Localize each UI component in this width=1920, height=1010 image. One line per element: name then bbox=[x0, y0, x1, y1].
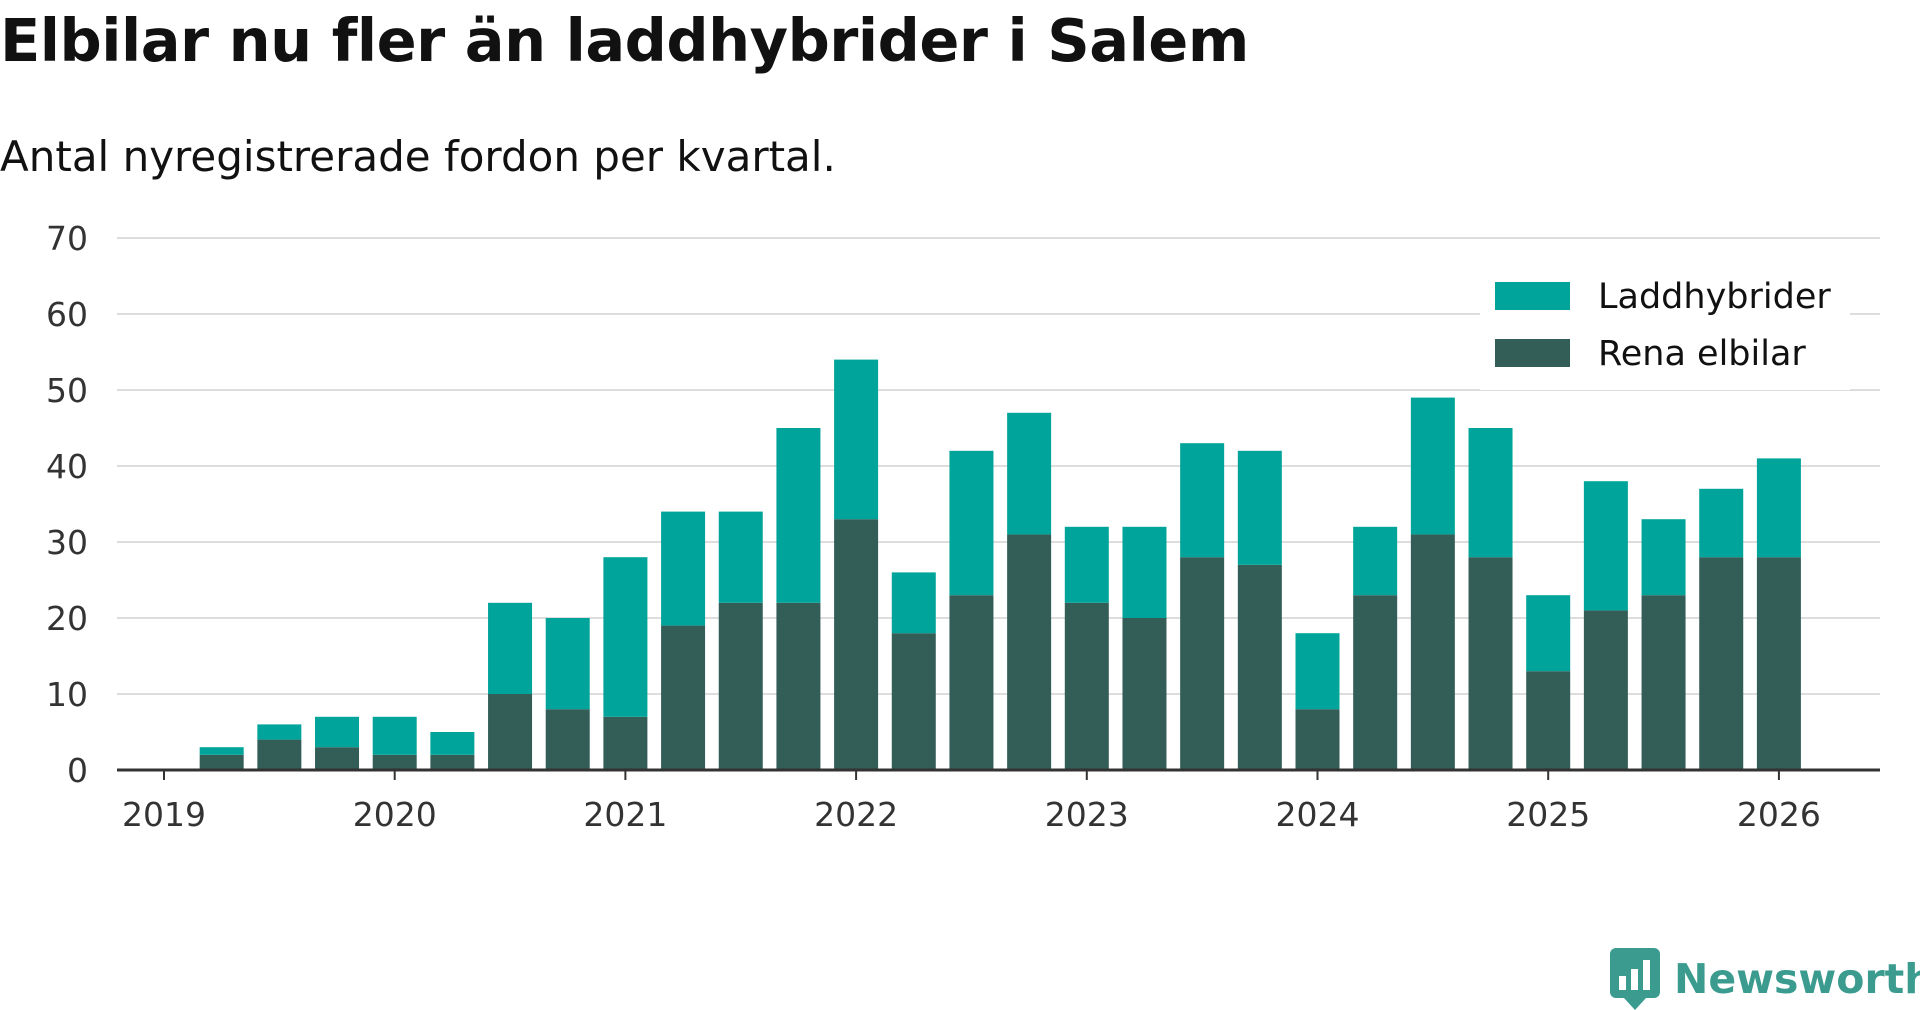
bar-laddhybrider-6 bbox=[488, 602, 533, 694]
bar-rena-elbilar-11 bbox=[776, 602, 821, 770]
bar-rena-elbilar-7 bbox=[545, 709, 590, 770]
y-tick-label-70: 70 bbox=[46, 219, 88, 258]
newsworthy-logo: Newsworthy bbox=[1610, 948, 1920, 1010]
x-tick-label-2021: 2021 bbox=[583, 795, 667, 834]
bar-rena-elbilar-17 bbox=[1122, 618, 1167, 770]
bar-rena-elbilar-27 bbox=[1699, 557, 1744, 770]
bar-laddhybrider-5 bbox=[430, 732, 475, 755]
x-tick-label-2022: 2022 bbox=[814, 795, 898, 834]
bar-laddhybrider-8 bbox=[603, 557, 648, 717]
bar-rena-elbilar-4 bbox=[372, 754, 417, 770]
legend-swatch-rena-elbilar bbox=[1495, 339, 1570, 367]
bar-rena-elbilar-1 bbox=[199, 754, 244, 770]
legend-swatch-laddhybrider bbox=[1495, 282, 1570, 310]
bar-rena-elbilar-5 bbox=[430, 754, 475, 770]
bar-laddhybrider-25 bbox=[1583, 481, 1628, 611]
y-tick-label-10: 10 bbox=[46, 675, 88, 714]
bar-laddhybrider-28 bbox=[1756, 458, 1801, 558]
bar-rena-elbilar-2 bbox=[257, 739, 302, 770]
bar-laddhybrider-7 bbox=[545, 618, 590, 710]
x-tick-label-2019: 2019 bbox=[122, 795, 206, 834]
bar-laddhybrider-13 bbox=[891, 572, 936, 634]
newsworthy-logo-text: Newsworthy bbox=[1674, 955, 1920, 1003]
bar-rena-elbilar-10 bbox=[718, 602, 763, 770]
bar-laddhybrider-18 bbox=[1180, 443, 1225, 558]
x-tick-label-2024: 2024 bbox=[1276, 795, 1360, 834]
y-tick-label-30: 30 bbox=[46, 523, 88, 562]
bar-rena-elbilar-25 bbox=[1583, 610, 1628, 770]
legend-label-rena-elbilar: Rena elbilar bbox=[1598, 334, 1806, 374]
bar-rena-elbilar-20 bbox=[1295, 709, 1340, 770]
bar-rena-elbilar-8 bbox=[603, 716, 648, 770]
bar-rena-elbilar-14 bbox=[949, 595, 994, 770]
bar-laddhybrider-3 bbox=[315, 716, 360, 748]
bar-rena-elbilar-23 bbox=[1468, 557, 1513, 770]
bar-rena-elbilar-6 bbox=[488, 694, 533, 770]
bar-rena-elbilar-9 bbox=[661, 625, 706, 770]
bar-rena-elbilar-21 bbox=[1353, 595, 1398, 770]
bar-laddhybrider-27 bbox=[1699, 488, 1744, 558]
bar-rena-elbilar-12 bbox=[834, 519, 879, 770]
bar-laddhybrider-22 bbox=[1410, 397, 1455, 535]
bar-laddhybrider-12 bbox=[834, 359, 879, 520]
bar-laddhybrider-15 bbox=[1007, 412, 1052, 535]
bar-rena-elbilar-16 bbox=[1064, 602, 1109, 770]
bar-rena-elbilar-18 bbox=[1180, 557, 1225, 770]
bar-laddhybrider-24 bbox=[1526, 595, 1571, 672]
bar-laddhybrider-26 bbox=[1641, 519, 1686, 596]
newsworthy-logo-icon bbox=[1610, 948, 1660, 1010]
bar-rena-elbilar-28 bbox=[1756, 557, 1801, 770]
bar-rena-elbilar-26 bbox=[1641, 595, 1686, 770]
x-tick-label-2020: 2020 bbox=[353, 795, 437, 834]
x-tick-label-2025: 2025 bbox=[1506, 795, 1590, 834]
y-tick-label-40: 40 bbox=[46, 447, 88, 486]
bar-rena-elbilar-3 bbox=[315, 747, 360, 770]
bar-laddhybrider-16 bbox=[1064, 526, 1109, 603]
bar-rena-elbilar-15 bbox=[1007, 534, 1052, 770]
bar-laddhybrider-14 bbox=[949, 450, 994, 596]
bar-laddhybrider-20 bbox=[1295, 633, 1340, 710]
x-tick-label-2026: 2026 bbox=[1737, 795, 1821, 834]
legend-label-laddhybrider: Laddhybrider bbox=[1598, 277, 1831, 317]
bar-laddhybrider-23 bbox=[1468, 428, 1513, 558]
bar-laddhybrider-1 bbox=[199, 747, 244, 755]
bar-rena-elbilar-24 bbox=[1526, 671, 1571, 770]
bar-laddhybrider-4 bbox=[372, 716, 417, 755]
bar-laddhybrider-21 bbox=[1353, 526, 1398, 596]
chart-subtitle: Antal nyregistrerade fordon per kvartal. bbox=[0, 132, 836, 181]
y-tick-label-60: 60 bbox=[46, 295, 88, 334]
bar-laddhybrider-17 bbox=[1122, 526, 1167, 618]
y-tick-label-0: 0 bbox=[67, 751, 88, 790]
bar-laddhybrider-2 bbox=[257, 724, 302, 740]
bar-laddhybrider-19 bbox=[1237, 450, 1282, 565]
bar-rena-elbilar-19 bbox=[1237, 564, 1282, 770]
y-tick-label-50: 50 bbox=[46, 371, 88, 410]
chart-title: Elbilar nu fler än laddhybrider i Salem bbox=[0, 6, 1249, 75]
bar-rena-elbilar-13 bbox=[891, 633, 936, 770]
bar-laddhybrider-9 bbox=[661, 511, 706, 626]
bar-laddhybrider-11 bbox=[776, 428, 821, 603]
bar-laddhybrider-10 bbox=[718, 511, 763, 603]
y-tick-label-20: 20 bbox=[46, 599, 88, 638]
bar-rena-elbilar-22 bbox=[1410, 534, 1455, 770]
x-tick-label-2023: 2023 bbox=[1045, 795, 1129, 834]
